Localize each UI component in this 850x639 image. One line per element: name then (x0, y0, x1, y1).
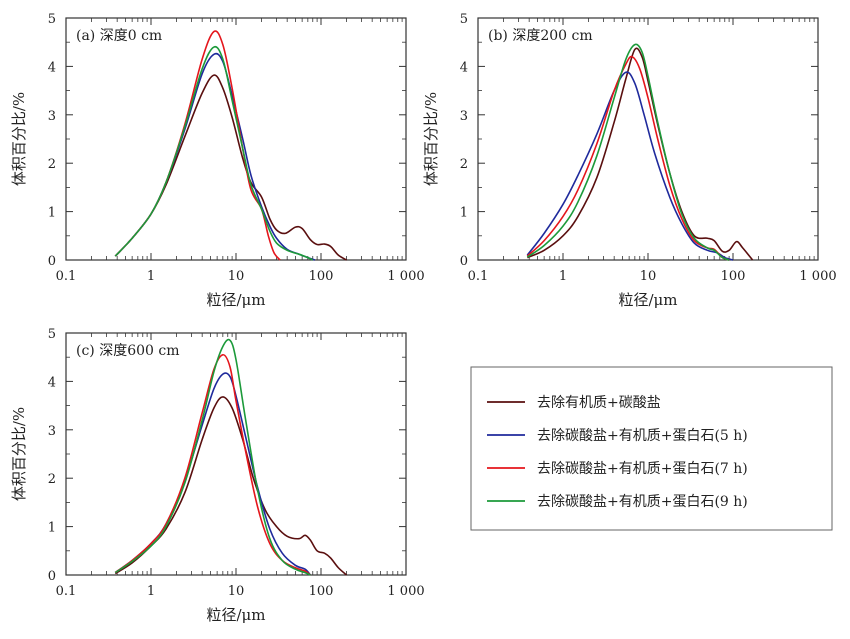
y-tick-label: 2 (48, 472, 56, 487)
x-tick-label: 0.1 (56, 584, 77, 599)
legend-box (470, 366, 833, 531)
series-line-2 (114, 372, 311, 576)
y-axis-title: 体积百分比/% (10, 92, 28, 186)
panel-3: 0.1 1 10 100 1 000 0 1 2 3 4 5 粒径/μm 体积百分比/% (c) 深度60… (10, 327, 425, 624)
legend-label-1: 去除有机质+碳酸盐 (537, 395, 661, 411)
series-line-3 (114, 30, 281, 261)
plot-frame (477, 17, 819, 261)
y-tick-label: 3 (48, 109, 56, 124)
panel-label: (b) 深度200 cm (488, 28, 593, 44)
x-tick-label: 1 (559, 269, 567, 284)
x-tick-label: 1 (147, 584, 155, 599)
legend-label-2: 去除碳酸盐+有机质+蛋白石(5 h) (537, 428, 748, 444)
panel-1: 0.1 1 10 100 1 000 0 1 2 3 4 5 粒径/μm 体积百分比/% (a) 深度0 … (10, 12, 425, 309)
series-line-4 (526, 43, 730, 261)
x-tick-label: 10 (228, 584, 245, 599)
legend-label-4: 去除碳酸盐+有机质+蛋白石(9 h) (537, 494, 748, 510)
y-tick-label: 3 (48, 424, 56, 439)
y-tick-label: 2 (460, 157, 468, 172)
x-tick-label: 10 (228, 269, 245, 284)
x-tick-label: 0.1 (468, 269, 489, 284)
plot-frame (65, 17, 407, 261)
x-tick-label: 0.1 (56, 269, 77, 284)
plot-frame (65, 332, 407, 576)
series-line-3 (114, 353, 311, 576)
x-tick-label: 100 (309, 269, 334, 284)
y-tick-label: 5 (48, 12, 56, 27)
x-tick-label: 100 (309, 584, 334, 599)
y-tick-label: 5 (460, 12, 468, 27)
x-tick-label: 1 000 (799, 269, 836, 284)
series-line-4 (114, 45, 314, 261)
y-tick-label: 1 (48, 521, 56, 536)
legend-label-3: 去除碳酸盐+有机质+蛋白石(7 h) (537, 461, 748, 477)
series-line-1 (114, 396, 348, 576)
y-tick-label: 0 (48, 569, 56, 584)
y-tick-label: 0 (48, 254, 56, 269)
series-line-2 (114, 52, 316, 261)
y-tick-label: 4 (48, 60, 56, 75)
y-tick-label: 4 (48, 375, 56, 390)
y-tick-label: 2 (48, 157, 56, 172)
y-tick-label: 4 (460, 60, 468, 75)
y-axis-title: 体积百分比/% (10, 407, 28, 501)
panel-label: (a) 深度0 cm (76, 28, 162, 44)
series-line-2 (526, 71, 734, 261)
y-tick-label: 3 (460, 109, 468, 124)
x-tick-label: 1 (147, 269, 155, 284)
x-axis-title: 粒径/μm (618, 291, 677, 309)
y-tick-label: 5 (48, 327, 56, 342)
panel-2: 0.1 1 10 100 1 000 0 1 2 3 4 5 粒径/μm 体积百分比/% (b) 深度20… (422, 12, 837, 309)
series-line-1 (114, 74, 347, 261)
y-tick-label: 0 (460, 254, 468, 269)
y-tick-label: 1 (460, 206, 468, 221)
y-tick-label: 1 (48, 206, 56, 221)
x-tick-label: 100 (721, 269, 746, 284)
series-line-4 (114, 338, 311, 576)
x-axis-title: 粒径/μm (206, 291, 265, 309)
y-axis-title: 体积百分比/% (422, 92, 440, 186)
series-line-3 (526, 55, 730, 261)
x-tick-label: 10 (640, 269, 657, 284)
x-axis-title: 粒径/μm (206, 606, 265, 624)
panel-label: (c) 深度600 cm (76, 343, 180, 359)
x-tick-label: 1 000 (387, 584, 424, 599)
x-tick-label: 1 000 (387, 269, 424, 284)
